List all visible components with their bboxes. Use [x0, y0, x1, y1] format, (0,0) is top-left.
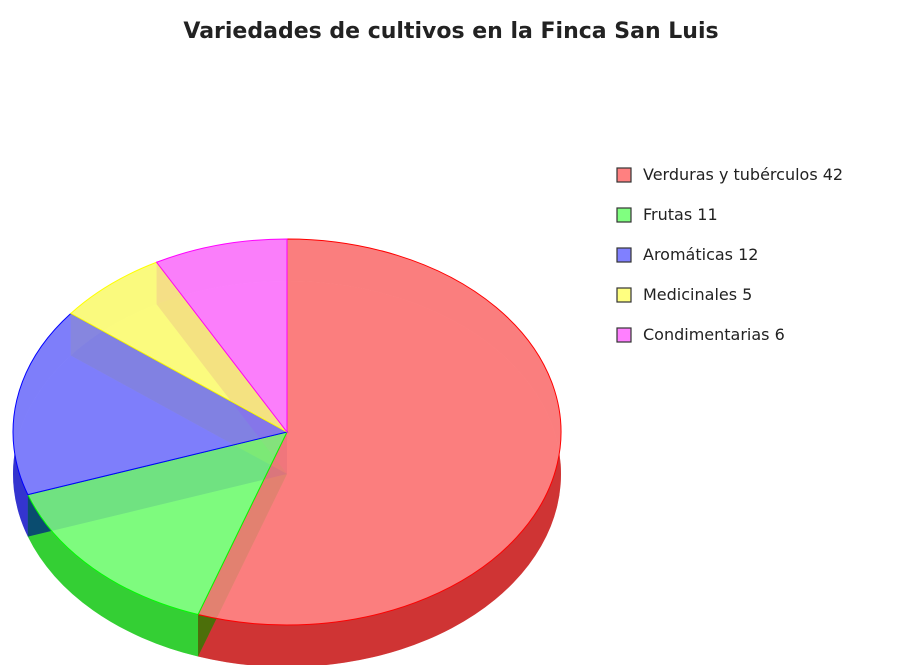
pie-top-layer — [12, 238, 562, 626]
slice-top — [27, 431, 288, 616]
legend-label: Verduras y tubérculos 42 — [643, 165, 843, 184]
legend-value: 5 — [742, 285, 752, 304]
legend-value: 42 — [823, 165, 843, 184]
legend-label: Medicinales 5 — [643, 285, 752, 304]
slice-top — [69, 261, 288, 433]
legend-category: Medicinales — [643, 285, 737, 304]
slice-top — [197, 238, 562, 626]
chart-title: Variedades de cultivos en la Finca San L… — [183, 19, 718, 44]
legend-category: Condimentarias — [643, 325, 770, 344]
slice-side — [27, 494, 199, 657]
legend-value: 6 — [775, 325, 785, 344]
legend-label: Frutas 11 — [643, 205, 718, 224]
slice-top — [12, 312, 289, 496]
legend-swatch — [616, 207, 632, 223]
slice-top — [155, 238, 288, 434]
legend-value: 11 — [697, 205, 717, 224]
legend-swatch — [616, 327, 632, 343]
legend-category: Verduras y tubérculos — [643, 165, 818, 184]
legend-value: 12 — [738, 245, 758, 264]
legend-swatch — [616, 247, 632, 263]
legend-swatch — [616, 287, 632, 303]
legend-label: Condimentarias 6 — [643, 325, 785, 344]
legend-label: Aromáticas 12 — [643, 245, 758, 264]
legend-category: Aromáticas — [643, 245, 733, 264]
legend-category: Frutas — [643, 205, 692, 224]
slice-side — [198, 239, 561, 665]
legend-swatch — [616, 167, 632, 183]
